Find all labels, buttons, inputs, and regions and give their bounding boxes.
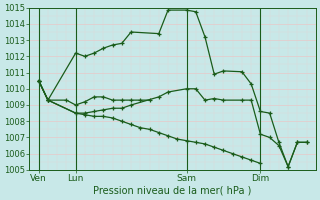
X-axis label: Pression niveau de la mer( hPa ): Pression niveau de la mer( hPa ) [93,186,252,196]
